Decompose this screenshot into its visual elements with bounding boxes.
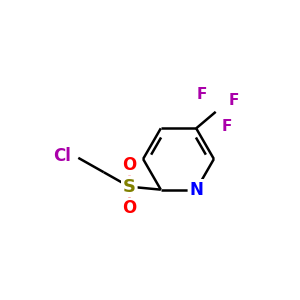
Text: Cl: Cl <box>53 147 71 165</box>
Text: S: S <box>123 178 136 196</box>
Text: O: O <box>122 199 136 217</box>
Text: F: F <box>197 87 207 102</box>
Text: N: N <box>189 181 203 199</box>
Text: F: F <box>229 93 239 108</box>
Text: O: O <box>122 156 136 174</box>
Text: F: F <box>222 119 232 134</box>
